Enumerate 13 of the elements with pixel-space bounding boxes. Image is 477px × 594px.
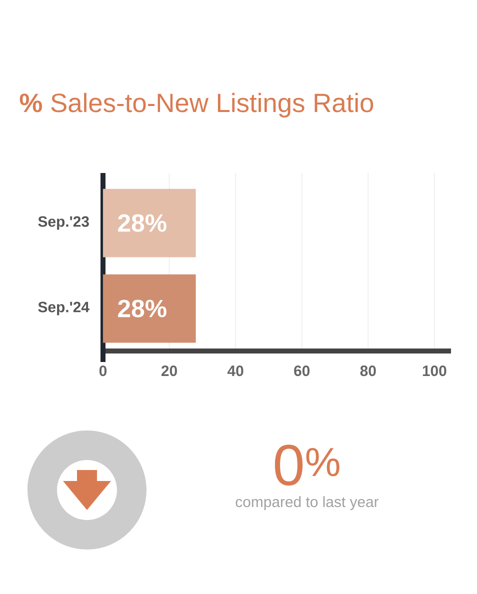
data-label: 28%: [118, 300, 166, 318]
y-tick-label: Sep.'23: [38, 216, 89, 230]
x-tick-label: 0: [99, 366, 107, 376]
x-tick-label: 40: [227, 366, 244, 376]
text: compared to last year: [236, 496, 379, 510]
x-tick-label: 60: [294, 366, 310, 376]
y-tick-label: Sep.'24: [38, 302, 90, 316]
x-tick-label: 80: [360, 366, 376, 376]
chart-title: % Sales-to-New Listings Ratio: [20, 92, 374, 118]
x-tick-label: 20: [161, 366, 177, 376]
text: 0$^{%}$: [274, 444, 340, 486]
x-tick-label: 100: [422, 366, 446, 376]
data-label: 28%: [118, 214, 166, 232]
